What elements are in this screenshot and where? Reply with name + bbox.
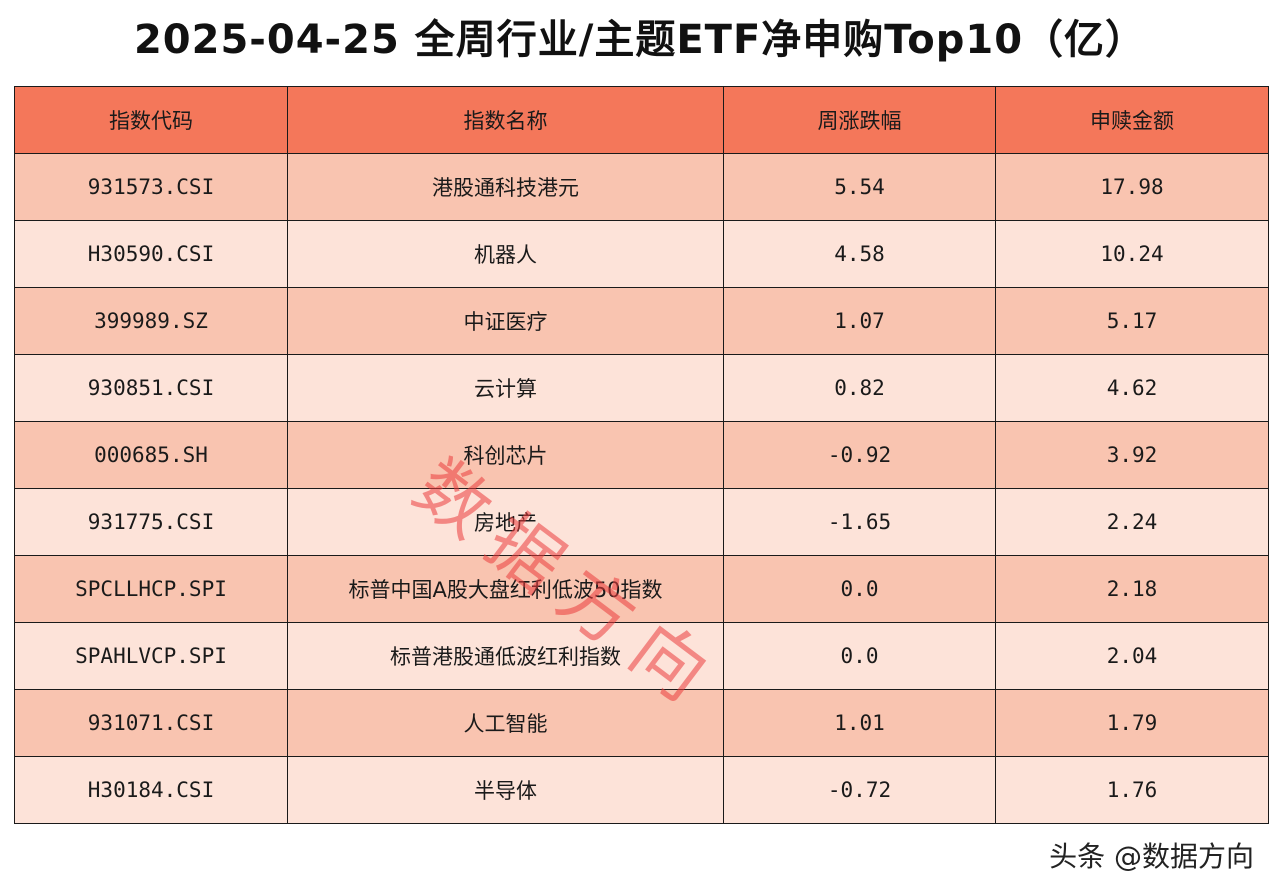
cell-index-code: 931071.CSI bbox=[14, 689, 288, 757]
cell-index-name: 科创芯片 bbox=[287, 421, 724, 489]
table-row: 931071.CSI 人工智能 1.01 1.79 bbox=[14, 689, 1269, 757]
cell-subscription-amount: 3.92 bbox=[995, 421, 1269, 489]
cell-subscription-amount: 17.98 bbox=[995, 153, 1269, 221]
cell-index-name: 港股通科技港元 bbox=[287, 153, 724, 221]
cell-index-name: 机器人 bbox=[287, 220, 724, 288]
etf-table: 指数代码 指数名称 周涨跌幅 申赎金额 931573.CSI 港股通科技港元 5.5… bbox=[14, 86, 1269, 824]
cell-subscription-amount: 2.24 bbox=[995, 488, 1269, 556]
cell-index-code: 930851.CSI bbox=[14, 354, 288, 422]
cell-index-name: 中证医疗 bbox=[287, 287, 724, 355]
cell-index-code: 931573.CSI bbox=[14, 153, 288, 221]
cell-weekly-change: -0.92 bbox=[723, 421, 996, 489]
cell-weekly-change: -1.65 bbox=[723, 488, 996, 556]
cell-index-name: 房地产 bbox=[287, 488, 724, 556]
cell-subscription-amount: 1.76 bbox=[995, 756, 1269, 824]
cell-index-name: 标普港股通低波红利指数 bbox=[287, 622, 724, 690]
table-header-row: 指数代码 指数名称 周涨跌幅 申赎金额 bbox=[14, 86, 1269, 154]
table-row: SPAHLVCP.SPI 标普港股通低波红利指数 0.0 2.04 bbox=[14, 622, 1269, 690]
cell-index-name: 标普中国A股大盘红利低波50指数 bbox=[287, 555, 724, 623]
table-row: 399989.SZ 中证医疗 1.07 5.17 bbox=[14, 287, 1269, 355]
cell-weekly-change: 0.82 bbox=[723, 354, 996, 422]
table-row: 931573.CSI 港股通科技港元 5.54 17.98 bbox=[14, 153, 1269, 221]
cell-weekly-change: 0.0 bbox=[723, 622, 996, 690]
cell-subscription-amount: 4.62 bbox=[995, 354, 1269, 422]
table-row: H30184.CSI 半导体 -0.72 1.76 bbox=[14, 756, 1269, 824]
cell-index-code: SPCLLHCP.SPI bbox=[14, 555, 288, 623]
header-index-name: 指数名称 bbox=[287, 86, 724, 154]
cell-index-code: SPAHLVCP.SPI bbox=[14, 622, 288, 690]
cell-subscription-amount: 1.79 bbox=[995, 689, 1269, 757]
cell-weekly-change: 1.01 bbox=[723, 689, 996, 757]
cell-index-code: H30184.CSI bbox=[14, 756, 288, 824]
cell-subscription-amount: 5.17 bbox=[995, 287, 1269, 355]
cell-index-code: H30590.CSI bbox=[14, 220, 288, 288]
table-row: 931775.CSI 房地产 -1.65 2.24 bbox=[14, 488, 1269, 556]
header-subscription-amount: 申赎金额 bbox=[995, 86, 1269, 154]
footer-credit: 头条 @数据方向 bbox=[1049, 840, 1254, 873]
header-weekly-change: 周涨跌幅 bbox=[723, 86, 996, 154]
cell-weekly-change: 0.0 bbox=[723, 555, 996, 623]
cell-index-code: 399989.SZ bbox=[14, 287, 288, 355]
cell-subscription-amount: 10.24 bbox=[995, 220, 1269, 288]
page-title: 2025-04-25 全周行业/主题ETF净申购Top10（亿） bbox=[133, 17, 1147, 63]
cell-weekly-change: -0.72 bbox=[723, 756, 996, 824]
cell-index-name: 半导体 bbox=[287, 756, 724, 824]
table-row: 000685.SH 科创芯片 -0.92 3.92 bbox=[14, 421, 1269, 489]
cell-subscription-amount: 2.18 bbox=[995, 555, 1269, 623]
cell-index-name: 云计算 bbox=[287, 354, 724, 422]
table-row: 930851.CSI 云计算 0.82 4.62 bbox=[14, 354, 1269, 422]
etf-table-container: 指数代码 指数名称 周涨跌幅 申赎金额 931573.CSI 港股通科技港元 5.5… bbox=[14, 86, 1269, 824]
table-body: 931573.CSI 港股通科技港元 5.54 17.98 H30590.CSI 机器人 4… bbox=[14, 153, 1269, 824]
table-row: H30590.CSI 机器人 4.58 10.24 bbox=[14, 220, 1269, 288]
cell-index-code: 000685.SH bbox=[14, 421, 288, 489]
table-row: SPCLLHCP.SPI 标普中国A股大盘红利低波50指数 0.0 2.18 bbox=[14, 555, 1269, 623]
cell-index-code: 931775.CSI bbox=[14, 488, 288, 556]
cell-weekly-change: 5.54 bbox=[723, 153, 996, 221]
header-index-code: 指数代码 bbox=[14, 86, 288, 154]
cell-weekly-change: 4.58 bbox=[723, 220, 996, 288]
cell-index-name: 人工智能 bbox=[287, 689, 724, 757]
cell-weekly-change: 1.07 bbox=[723, 287, 996, 355]
cell-subscription-amount: 2.04 bbox=[995, 622, 1269, 690]
